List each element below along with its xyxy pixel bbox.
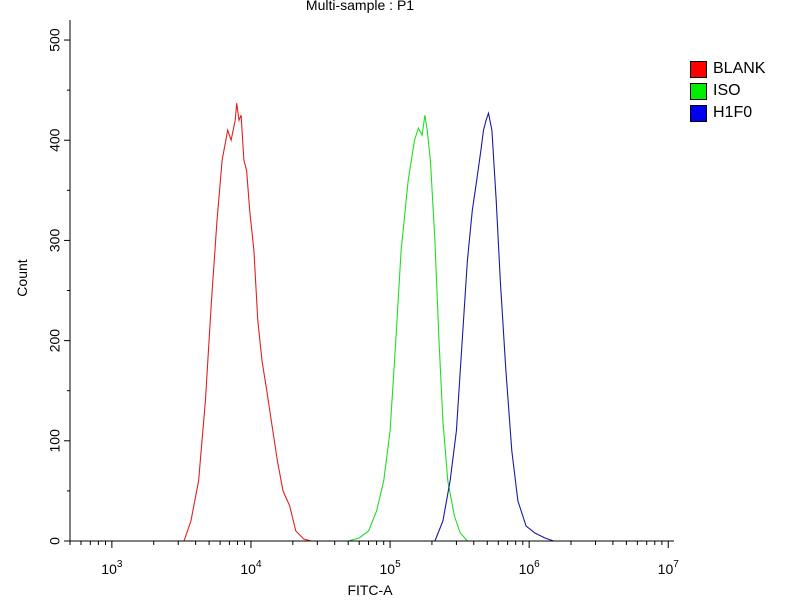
y-tick-label: 100 [47, 429, 63, 453]
series-line-blank [183, 103, 312, 542]
legend-label-h1f0: H1F0 [713, 104, 753, 121]
legend-swatch-blank [690, 60, 707, 78]
x-tick-label: 103 [101, 559, 123, 577]
y-tick-label: 200 [47, 329, 63, 353]
x-tick-label: 104 [240, 559, 262, 577]
x-tick-label: 107 [658, 559, 680, 577]
y-tick-label: 0 [47, 537, 63, 545]
y-tick-label: 400 [47, 128, 63, 152]
chart-legend: BLANK ISO H1F0 [690, 58, 765, 124]
y-tick-label: 300 [47, 229, 63, 253]
x-tick-label: 105 [379, 559, 401, 577]
chart-title: Multi-sample : P1 [305, 0, 415, 13]
legend-label-iso: ISO [713, 82, 741, 99]
y-tick-label: 500 [47, 28, 63, 52]
series-line-h1f0 [434, 111, 554, 542]
plot-area [70, 20, 674, 541]
legend-item-iso: ISO [690, 80, 765, 102]
series-line-iso [348, 115, 468, 542]
x-axis-label: FITC-A [347, 582, 393, 598]
y-axis-label: Count [14, 259, 30, 297]
legend-swatch-h1f0 [690, 104, 707, 122]
legend-label-blank: BLANK [713, 60, 766, 77]
series-layer [183, 103, 554, 542]
legend-swatch-iso [690, 82, 707, 100]
x-tick-label: 106 [519, 559, 541, 577]
legend-item-h1f0: H1F0 [690, 102, 765, 124]
legend-item-blank: BLANK [690, 58, 765, 80]
axis-layer: 0 100 200 300 400 500 103 104 105 106 107 [47, 20, 680, 577]
